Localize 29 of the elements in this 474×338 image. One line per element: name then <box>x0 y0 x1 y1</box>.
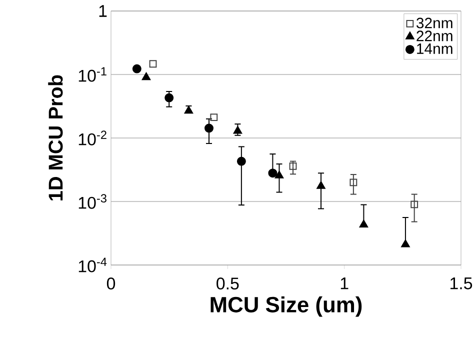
y-tick-label: 10$^{-4}$ <box>78 258 107 272</box>
point <box>184 106 194 114</box>
point <box>236 156 246 166</box>
point <box>410 200 418 208</box>
x-tick-label: 0 <box>106 278 116 290</box>
legend-label: 32nm <box>416 18 452 28</box>
x-tick-label: 1 <box>340 278 348 290</box>
point <box>132 64 142 74</box>
point <box>149 60 157 68</box>
x-axis-title: MCU Size (um) <box>210 296 362 317</box>
point <box>359 220 368 228</box>
y-tick-label: 10$^{-1}$ <box>78 67 106 82</box>
point <box>350 178 358 186</box>
x-tick-label: 1.5 <box>450 278 472 290</box>
point <box>401 240 410 248</box>
legend-label: 14nm <box>417 44 452 54</box>
y-tick-label: 1 <box>99 5 107 17</box>
point <box>233 126 242 134</box>
y-tick-label: 10$^{-3}$ <box>78 194 106 209</box>
point <box>204 124 214 133</box>
y-tick-label: 10$^{-2}$ <box>78 130 106 146</box>
legend-label: 22nm <box>416 30 452 42</box>
point <box>142 72 151 80</box>
point <box>268 168 278 178</box>
point <box>210 114 218 121</box>
y-axis-title: 1D MCU Prob <box>48 75 63 200</box>
x-tick-label: 0.5 <box>216 278 239 290</box>
point <box>274 170 284 178</box>
point <box>316 181 326 189</box>
